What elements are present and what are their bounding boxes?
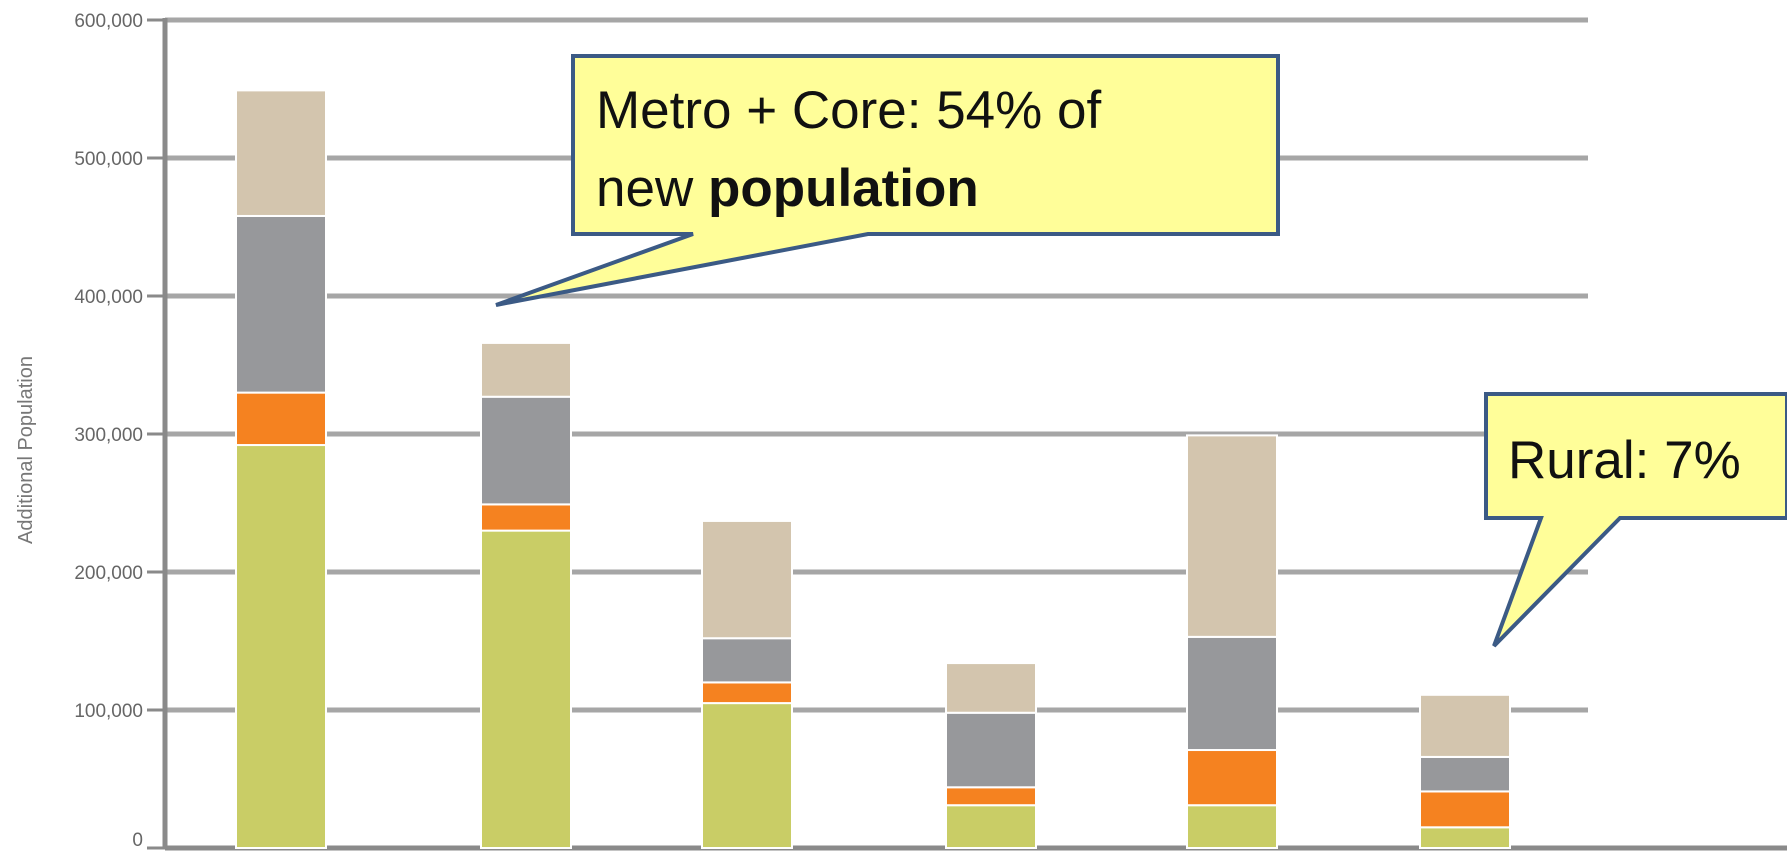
bars: [235, 89, 1511, 849]
callout-rural-line1: Rural: 7%: [1508, 431, 1741, 490]
bar-segment: [235, 214, 327, 394]
y-axis-ticks: 0 100,000 200,000 300,000 400,000 500,000 600,…: [74, 11, 165, 851]
bar-segment: [480, 395, 572, 506]
bar-segment: [235, 391, 327, 447]
bar-segment: [945, 711, 1037, 789]
bar-segment: [945, 786, 1037, 807]
bar-segment: [945, 804, 1037, 849]
y-tick-label: 600,000: [74, 11, 143, 32]
bar-segment: [1186, 804, 1278, 849]
callout-rural-box: [1484, 392, 1787, 648]
bar-segment: [1186, 434, 1278, 638]
y-tick-label: 500,000: [74, 149, 143, 170]
y-tick-label: 200,000: [74, 563, 143, 584]
y-tick-label: 0: [132, 830, 143, 851]
y-tick-label: 400,000: [74, 287, 143, 308]
bar-segment: [1419, 790, 1511, 829]
callout-metro-core-box: [495, 54, 1280, 307]
callout-metro-core: Metro + Core: 54% of new population: [495, 54, 1280, 307]
callout-rural: Rural: 7%: [1484, 392, 1787, 648]
callout-metro-core-line1: Metro + Core: 54% of: [596, 81, 1101, 140]
bar-segment: [480, 503, 572, 532]
bar-segment: [701, 702, 793, 849]
callout-metro-core-line2-prefix: new: [596, 159, 708, 218]
bar-segment: [701, 637, 793, 684]
bar-segment: [480, 529, 572, 849]
bar-segment: [945, 662, 1037, 714]
y-tick-label: 300,000: [74, 425, 143, 446]
bar-segment: [1186, 635, 1278, 752]
bar-segment: [1186, 749, 1278, 807]
bar-segment: [1419, 755, 1511, 793]
bar-segment: [480, 341, 572, 398]
callout-metro-core-line2-bold: population: [708, 159, 979, 218]
bar-segment: [701, 681, 793, 705]
bar-segment: [1419, 826, 1511, 849]
bar-segment: [1419, 693, 1511, 758]
y-tick-label: 100,000: [74, 701, 143, 722]
y-axis-title: Additional Population: [15, 356, 37, 544]
callout-metro-core-line2: new population: [596, 159, 979, 218]
bar-segment: [235, 444, 327, 849]
bar-segment: [235, 89, 327, 217]
bar-segment: [701, 519, 793, 640]
